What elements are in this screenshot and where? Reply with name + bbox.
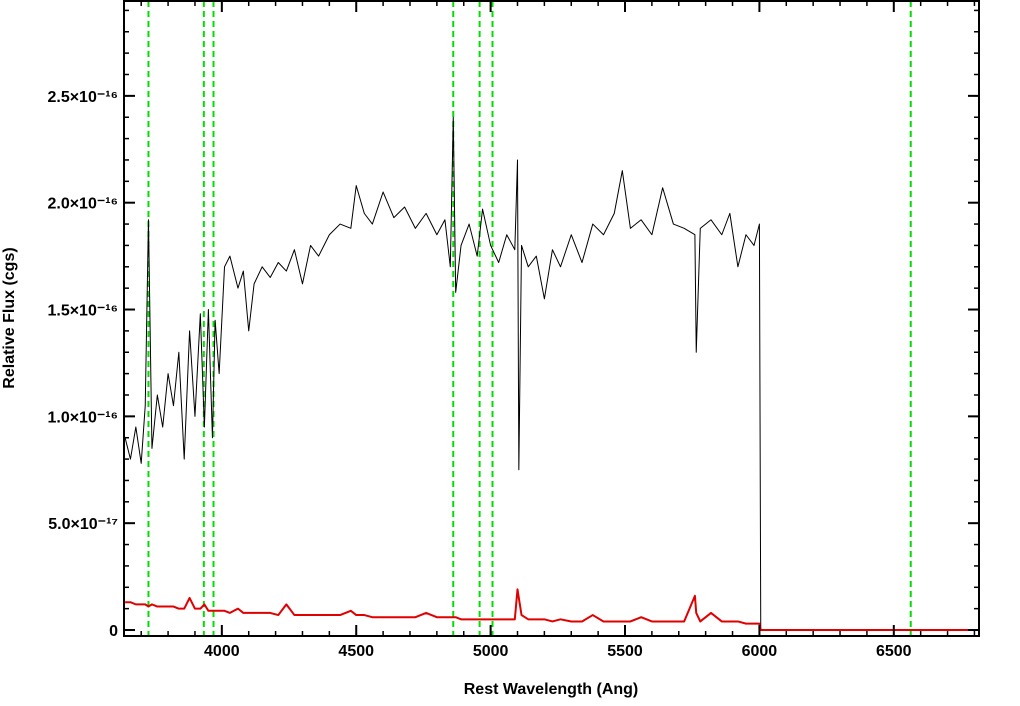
x-axis-label: Rest Wavelength (Ang) (464, 681, 639, 698)
x-tick-label: 5000 (473, 643, 509, 660)
spectrum-line (125, 588, 979, 632)
x-tick-label: 6500 (876, 643, 912, 660)
x-tick-label: 6000 (742, 643, 778, 660)
x-tick-label: 5500 (607, 643, 643, 660)
y-tick-label: 1.5×10⁻¹⁶ (47, 303, 118, 320)
spectrum-line (124, 116, 979, 631)
y-tick-label: 1.0×10⁻¹⁶ (47, 409, 118, 426)
y-tick-label: 2.0×10⁻¹⁶ (47, 196, 118, 213)
x-tick-label: 4500 (338, 643, 374, 660)
plot-frame (123, 0, 980, 637)
y-tick-label: 0 (109, 623, 118, 640)
x-tick-label: 4000 (204, 643, 240, 660)
y-axis-label: Relative Flux (cgs) (1, 247, 18, 388)
y-tick-label: 5.0×10⁻¹⁷ (48, 516, 118, 533)
y-tick-label: 2.5×10⁻¹⁶ (47, 89, 118, 106)
